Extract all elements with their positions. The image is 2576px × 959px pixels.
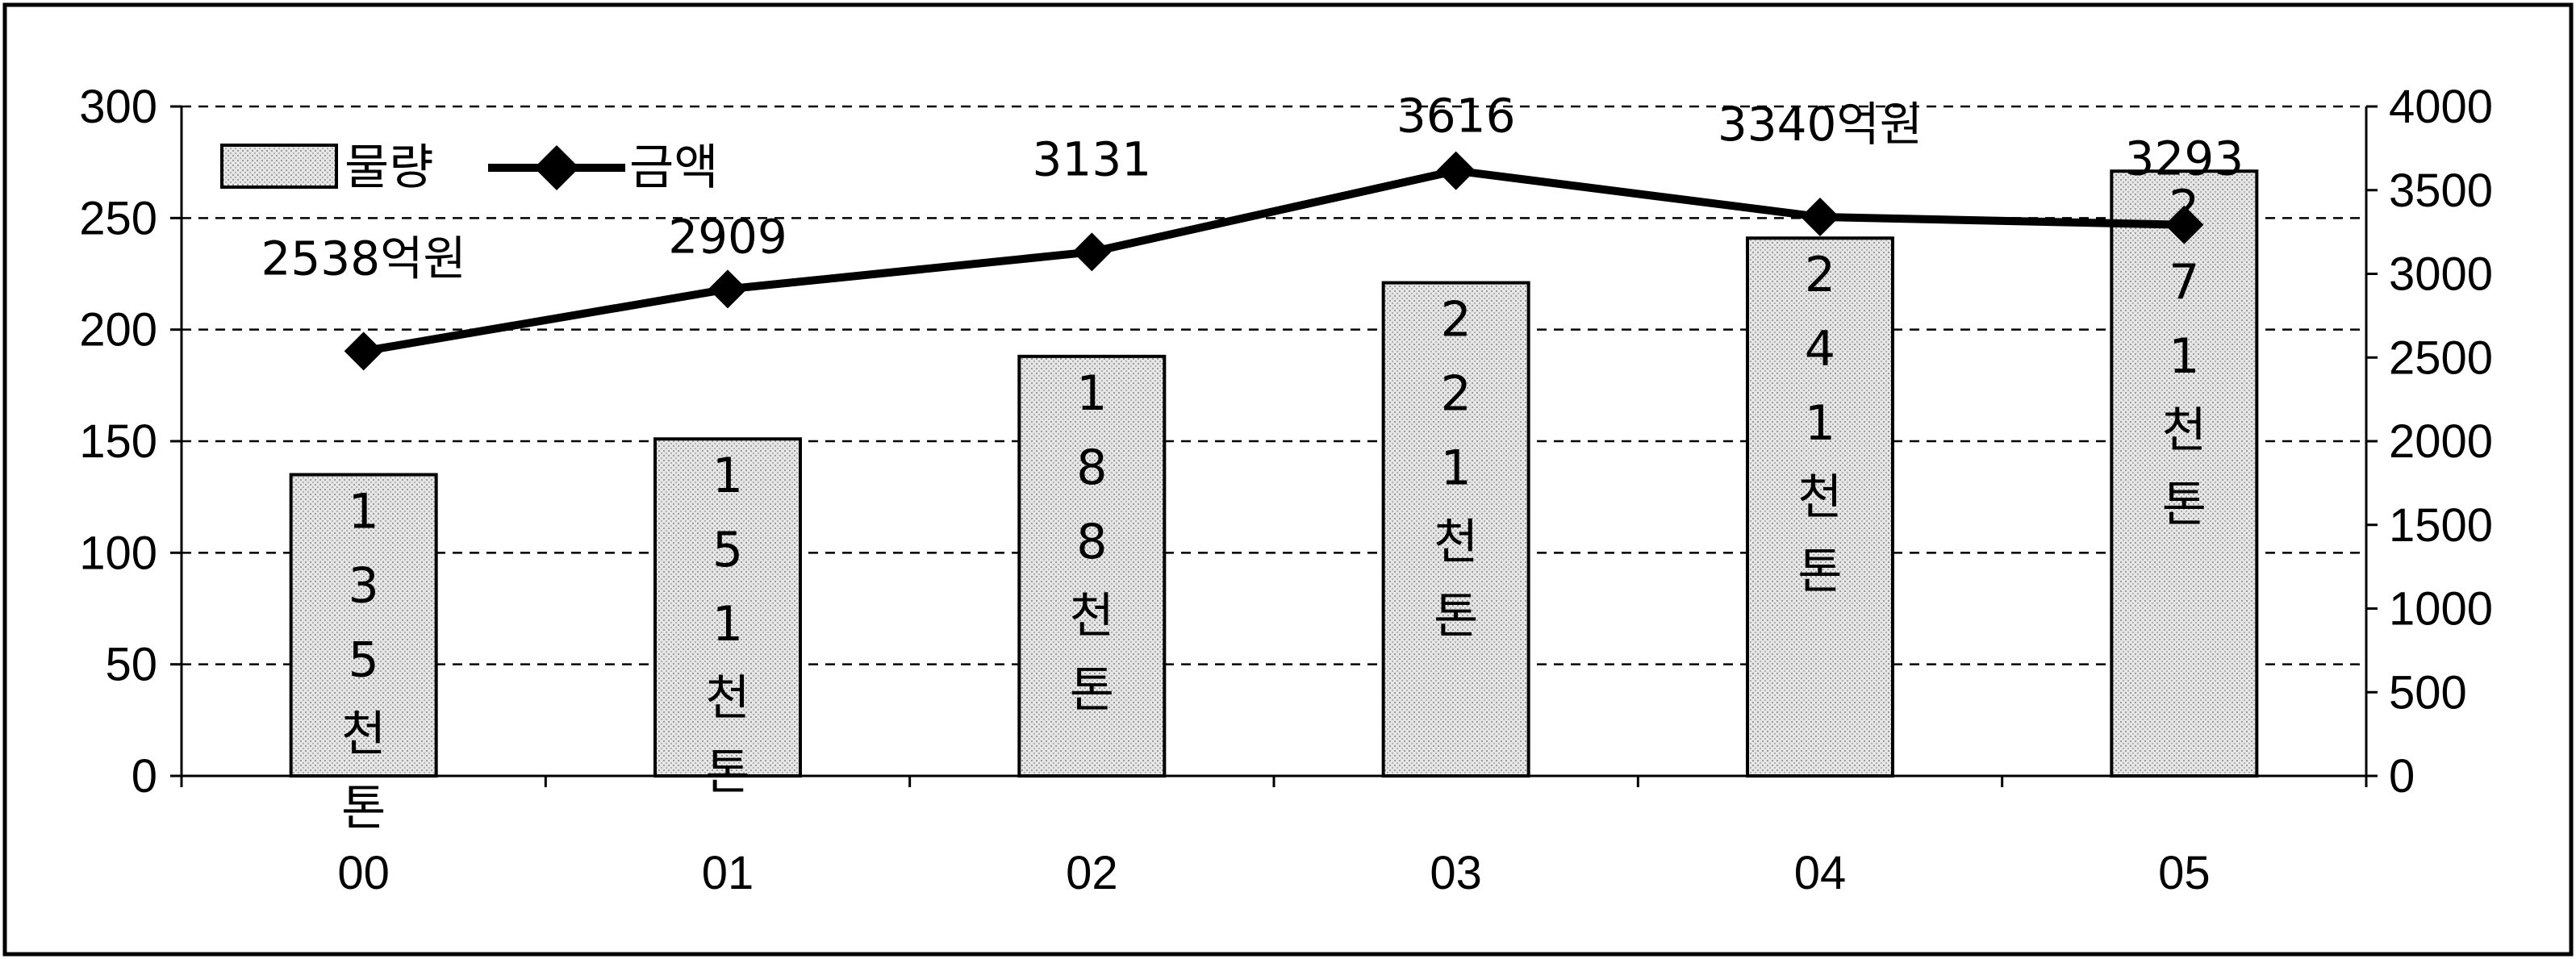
amount-marker-02 — [1072, 232, 1112, 272]
x-tick-label-01: 01 — [702, 847, 754, 899]
right-tick-label: 1500 — [2389, 499, 2493, 552]
right-tick-label: 2500 — [2389, 331, 2493, 384]
amount-label-02: 3131 — [1033, 131, 1152, 186]
bar-02 — [1017, 354, 1167, 778]
x-tick-label-02: 02 — [1066, 847, 1118, 899]
x-tick-label-05: 05 — [2158, 847, 2211, 899]
amount-marker-00 — [344, 331, 383, 371]
amount-label-05: 3293 — [2125, 131, 2244, 186]
amount-line — [362, 166, 2185, 356]
amount-marker-01 — [708, 269, 747, 309]
right-tick-label: 1000 — [2389, 583, 2493, 636]
right-tick-label: 4000 — [2389, 81, 2493, 133]
right-tick-label: 0 — [2389, 750, 2415, 803]
left-tick-label: 100 — [79, 527, 157, 579]
bar-00 — [289, 473, 438, 778]
amount-label-00: 2538억원 — [261, 231, 466, 286]
amount-marker-05 — [2165, 205, 2204, 244]
right-tick-label: 500 — [2389, 666, 2467, 719]
bar-01 — [653, 437, 802, 778]
amount-marker-03 — [1436, 151, 1476, 190]
legend-label-bar: 물량 — [344, 140, 433, 196]
amount-label-04: 3340억원 — [1718, 97, 1923, 152]
left-tick-label: 150 — [79, 415, 157, 468]
right-tick-label: 3500 — [2389, 165, 2493, 217]
legend-swatch-bar — [220, 144, 338, 189]
x-tick-label-04: 04 — [1794, 847, 1847, 899]
amount-label-03: 3616 — [1397, 89, 1516, 144]
x-tick-label-00: 00 — [337, 847, 390, 899]
amount-marker-04 — [1801, 197, 1839, 236]
bar-05 — [2110, 169, 2259, 778]
legend-label-line: 금액 — [629, 140, 718, 196]
amount-label-01: 2909 — [668, 209, 787, 264]
left-tick-label: 200 — [79, 304, 157, 356]
left-tick-label: 50 — [105, 639, 157, 691]
left-tick-label: 250 — [79, 192, 157, 244]
right-tick-label: 2000 — [2389, 415, 2493, 468]
left-tick-label: 0 — [132, 750, 157, 803]
legend-marker-line — [534, 145, 579, 190]
x-tick-label-03: 03 — [1430, 847, 1482, 899]
right-tick-label: 3000 — [2389, 248, 2493, 301]
left-tick-label: 300 — [79, 81, 157, 133]
